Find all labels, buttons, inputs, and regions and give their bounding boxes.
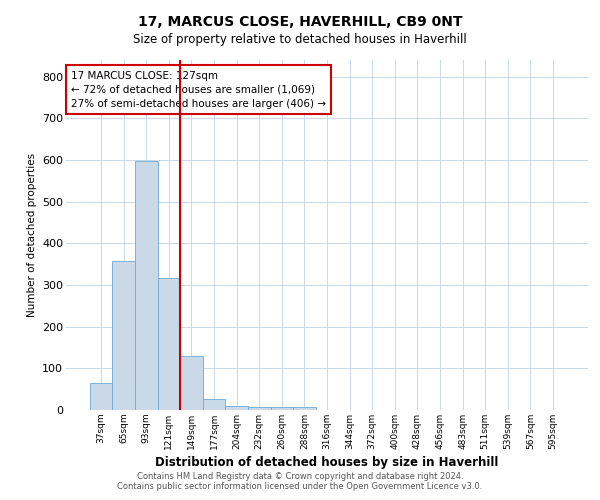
Text: 17 MARCUS CLOSE: 127sqm
← 72% of detached houses are smaller (1,069)
27% of semi: 17 MARCUS CLOSE: 127sqm ← 72% of detache… [71,70,326,108]
Bar [271,406,293,410]
Bar [203,399,226,410]
Bar [180,356,203,410]
Bar [293,407,316,410]
Text: Contains HM Land Registry data © Crown copyright and database right 2024.: Contains HM Land Registry data © Crown c… [137,472,463,481]
Text: 17, MARCUS CLOSE, HAVERHILL, CB9 0NT: 17, MARCUS CLOSE, HAVERHILL, CB9 0NT [138,15,462,29]
Bar [226,406,248,410]
Bar [248,406,271,410]
Text: Size of property relative to detached houses in Haverhill: Size of property relative to detached ho… [133,32,467,46]
Bar [90,383,112,410]
Y-axis label: Number of detached properties: Number of detached properties [26,153,37,317]
X-axis label: Distribution of detached houses by size in Haverhill: Distribution of detached houses by size … [155,456,499,469]
Bar [158,278,180,410]
Text: Contains public sector information licensed under the Open Government Licence v3: Contains public sector information licen… [118,482,482,491]
Bar [135,161,158,410]
Bar [112,261,135,410]
